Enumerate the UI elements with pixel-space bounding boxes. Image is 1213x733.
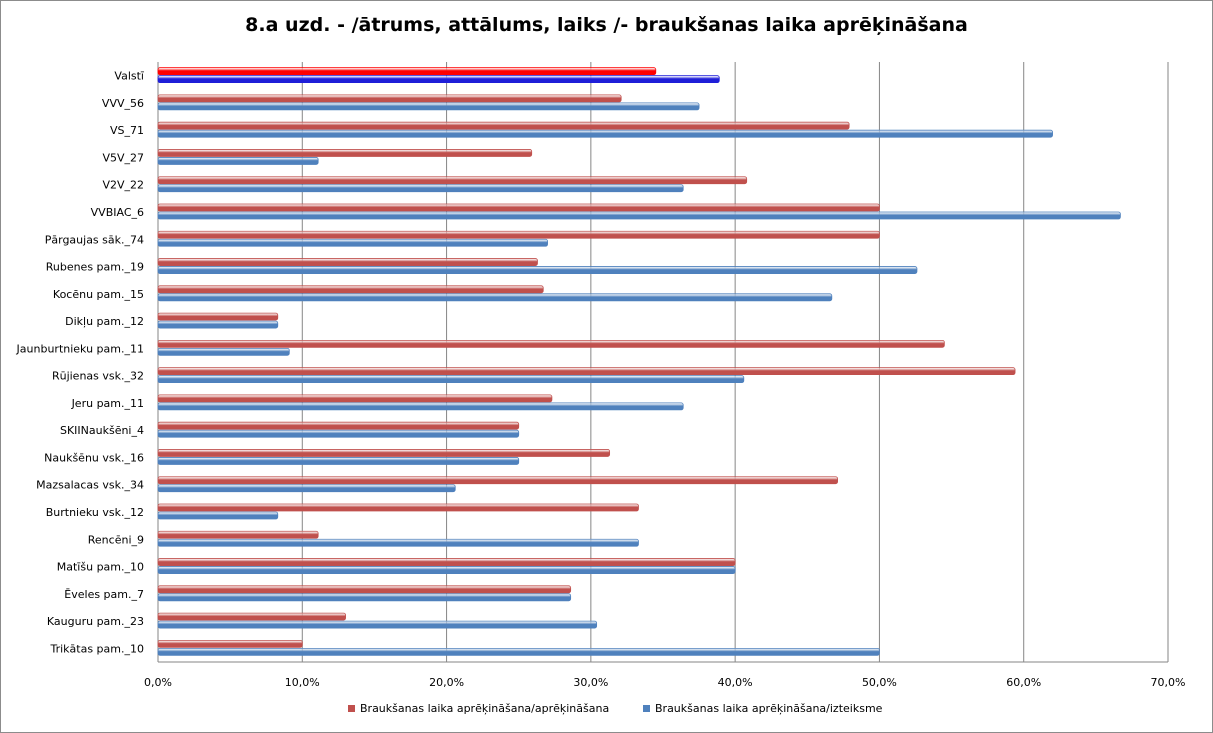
bar-izteiksme xyxy=(157,102,700,111)
bar-aprekinasana xyxy=(157,203,880,212)
bar-izteiksme xyxy=(157,320,279,329)
x-tick-label: 20,0% xyxy=(429,676,464,689)
bar-aprekinasana xyxy=(157,585,572,594)
bar-aprekinasana xyxy=(157,558,736,566)
bar-aprekinasana xyxy=(157,394,553,403)
category-label: Naukšēnu vsk._16 xyxy=(44,451,144,464)
bar-izteiksme xyxy=(157,129,1053,138)
x-tick-label: 70,0% xyxy=(1151,676,1186,689)
bar-aprekinasana xyxy=(157,339,945,348)
bar-aprekinasana xyxy=(157,367,1016,376)
bar-aprekinasana xyxy=(157,230,880,239)
x-tick-label: 40,0% xyxy=(718,676,753,689)
category-label: Matīšu pam._10 xyxy=(57,561,144,574)
bar-izteiksme xyxy=(157,402,684,411)
legend-swatch xyxy=(643,705,650,712)
bar-aprekinasana xyxy=(157,94,622,103)
category-label: Mazsalacas vsk._34 xyxy=(36,479,144,492)
chart-title: 8.a uzd. - /ātrums, attālums, laiks /- b… xyxy=(245,14,968,36)
bar-izteiksme xyxy=(157,157,319,165)
category-label: Pārgaujas sāk._74 xyxy=(45,233,144,246)
bar-izteiksme xyxy=(157,593,572,602)
bar-izteiksme xyxy=(157,347,290,356)
bar-izteiksme xyxy=(157,184,684,193)
category-label: Ēveles pam._7 xyxy=(64,588,144,601)
category-label: Rencēni_9 xyxy=(88,533,144,546)
bar-izteiksme xyxy=(157,538,639,547)
bar-aprekinasana xyxy=(157,121,850,130)
category-label: Jaunburtnieku pam._11 xyxy=(16,342,144,355)
bar-izteiksme xyxy=(157,620,598,629)
category-label: V2V_22 xyxy=(102,179,144,192)
bar-aprekinasana xyxy=(157,258,538,266)
category-label: V5V_27 xyxy=(102,151,144,164)
bar-izteiksme xyxy=(157,647,880,656)
bar-aprekinasana xyxy=(157,612,346,621)
category-label: Burtnieku vsk._12 xyxy=(46,506,144,519)
category-label: Rubenes pam._19 xyxy=(46,261,144,274)
category-label: VVV_56 xyxy=(102,97,144,110)
bar-izteiksme xyxy=(157,429,520,438)
bar-izteiksme xyxy=(157,238,548,247)
bars xyxy=(157,67,1121,656)
x-tick-label: 60,0% xyxy=(1006,676,1041,689)
bar-aprekinasana xyxy=(157,149,533,157)
bar-aprekinasana xyxy=(157,530,319,539)
bar-aprekinasana xyxy=(157,476,838,485)
bar-aprekinasana xyxy=(157,639,303,648)
bar-aprekinasana xyxy=(157,449,611,457)
x-axis-ticks: 0,0% 10,0% 20,0% 30,0% 40,0% 50,0% 60,0% 70,0% xyxy=(144,676,1185,689)
category-labels: Valstī VVV_56 VS_71 V5V_27 V2V_22 VVBIAC_6 Pār… xyxy=(16,70,145,656)
category-label: Rūjienas vsk._32 xyxy=(52,370,144,383)
category-label: Dikļu pam._12 xyxy=(65,315,144,328)
legend-label: Braukšanas laika aprēķināšana/aprēķināša… xyxy=(360,702,609,715)
bar-aprekinasana xyxy=(157,176,748,185)
x-tick-label: 30,0% xyxy=(573,676,608,689)
category-label: SKIINaukšēni_4 xyxy=(60,424,144,437)
x-tick-label: 10,0% xyxy=(285,676,320,689)
bar-izteiksme xyxy=(157,457,520,465)
legend-label: Braukšanas laika aprēķināšana/izteiksme xyxy=(655,702,883,715)
x-tick-label: 0,0% xyxy=(144,676,172,689)
category-label: Jeru pam._11 xyxy=(71,397,144,410)
bar-aprekinasana xyxy=(157,67,657,76)
bar-izteiksme xyxy=(157,211,1121,220)
bar-aprekinasana xyxy=(157,285,544,294)
legend-swatch xyxy=(348,705,355,712)
category-label: VS_71 xyxy=(110,124,144,137)
bar-aprekinasana xyxy=(157,312,279,321)
category-label: Kocēnu pam._15 xyxy=(53,288,144,301)
bar-izteiksme xyxy=(157,511,279,520)
category-label: Kauguru pam._23 xyxy=(47,615,144,628)
bar-izteiksme xyxy=(157,375,745,384)
category-label: Trikātas pam._10 xyxy=(49,642,144,655)
bar-izteiksme xyxy=(157,484,456,493)
bar-izteiksme xyxy=(157,75,720,84)
category-label: Valstī xyxy=(114,70,145,83)
x-tick-label: 50,0% xyxy=(862,676,897,689)
bar-aprekinasana xyxy=(157,503,639,512)
bar-izteiksme xyxy=(157,566,736,574)
bar-izteiksme xyxy=(157,293,833,302)
category-label: VVBIAC_6 xyxy=(91,206,144,219)
bar-aprekinasana xyxy=(157,421,520,430)
legend: Braukšanas laika aprēķināšana/aprēķināša… xyxy=(348,702,883,715)
bar-izteiksme xyxy=(157,266,918,274)
